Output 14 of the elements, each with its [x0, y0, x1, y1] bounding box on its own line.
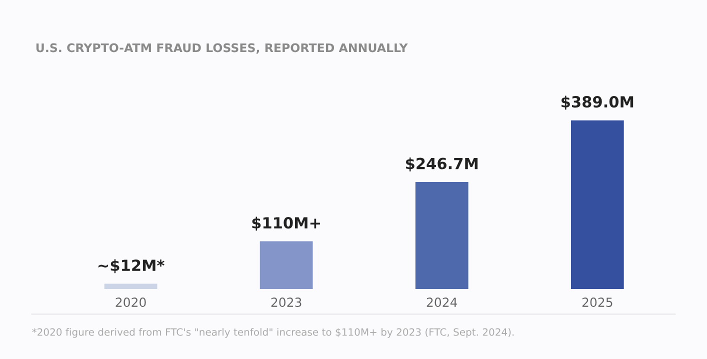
x-tick-label: 2020: [116, 298, 146, 308]
data-label: $389.0M: [562, 96, 634, 110]
bar: [570, 120, 624, 289]
x-tick-label: 2025: [582, 298, 612, 308]
bar: [104, 284, 158, 289]
x-tick-label: 2024: [426, 298, 458, 308]
data-label: $246.7M: [406, 157, 478, 172]
data-label: $110M+: [252, 216, 320, 231]
chart-title: U.S. CRYPTO-ATM FRAUD LOSSES, REPORTED ANNUALLY: [36, 43, 408, 54]
text: *2020 figure derived from FTC's "nearly tenfold" increase to $110M+ by 2023 (FTC, Sept. 2024).: [32, 328, 514, 338]
data-label: ~$12M*: [98, 259, 164, 274]
bar: [415, 182, 468, 289]
bar: [260, 241, 313, 289]
x-tick-label: 2023: [271, 298, 302, 308]
